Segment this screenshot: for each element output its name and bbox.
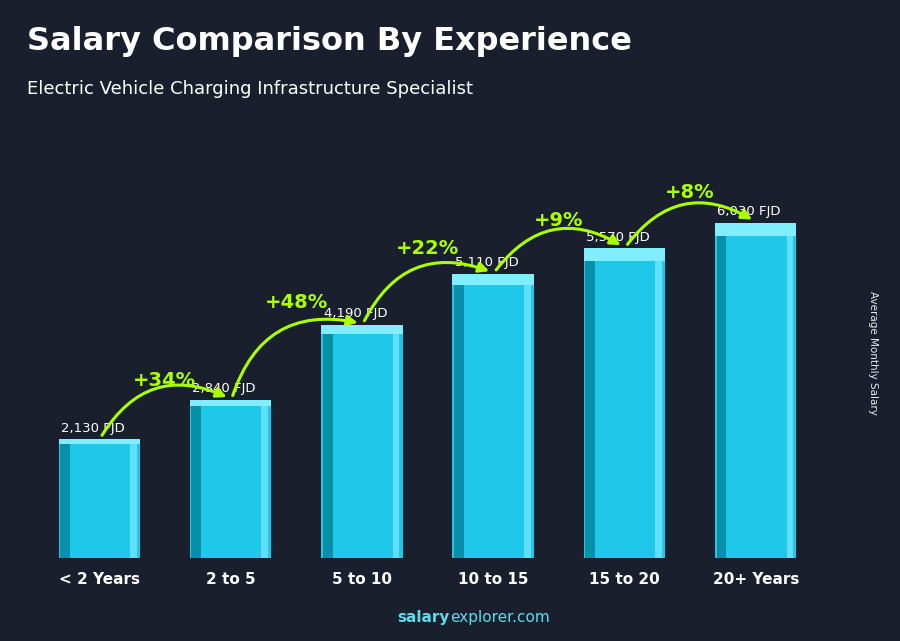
Bar: [60, 439, 70, 558]
Text: 5,570 FJD: 5,570 FJD: [586, 231, 650, 244]
Bar: [323, 325, 332, 558]
Bar: [130, 439, 137, 558]
Bar: [524, 274, 531, 558]
Bar: [584, 248, 665, 558]
Bar: [58, 439, 140, 558]
Bar: [453, 274, 534, 558]
Text: salary: salary: [398, 610, 450, 625]
Bar: [454, 274, 464, 558]
Text: explorer.com: explorer.com: [450, 610, 550, 625]
Text: Salary Comparison By Experience: Salary Comparison By Experience: [27, 26, 632, 56]
Text: Electric Vehicle Charging Infrastructure Specialist: Electric Vehicle Charging Infrastructure…: [27, 80, 473, 98]
Bar: [190, 400, 271, 406]
Text: 6,030 FJD: 6,030 FJD: [717, 205, 781, 218]
Text: 5,110 FJD: 5,110 FJD: [454, 256, 518, 269]
Bar: [321, 325, 402, 334]
Bar: [392, 325, 400, 558]
Text: +8%: +8%: [665, 183, 715, 202]
Bar: [190, 400, 271, 558]
Text: +48%: +48%: [265, 293, 328, 312]
Bar: [584, 248, 665, 261]
Text: 2,840 FJD: 2,840 FJD: [193, 383, 256, 395]
Bar: [716, 222, 726, 558]
Bar: [321, 325, 402, 558]
Bar: [787, 222, 793, 558]
Bar: [585, 248, 595, 558]
Text: +34%: +34%: [133, 371, 196, 390]
Bar: [716, 222, 796, 558]
Bar: [655, 248, 661, 558]
Text: +9%: +9%: [534, 211, 583, 230]
Bar: [716, 222, 796, 236]
Text: 2,130 FJD: 2,130 FJD: [61, 422, 124, 435]
Bar: [453, 274, 534, 285]
Text: 4,190 FJD: 4,190 FJD: [323, 308, 387, 320]
Bar: [262, 400, 268, 558]
Text: +22%: +22%: [396, 239, 459, 258]
Bar: [192, 400, 202, 558]
Text: Average Monthly Salary: Average Monthly Salary: [868, 290, 878, 415]
Bar: [58, 439, 140, 444]
